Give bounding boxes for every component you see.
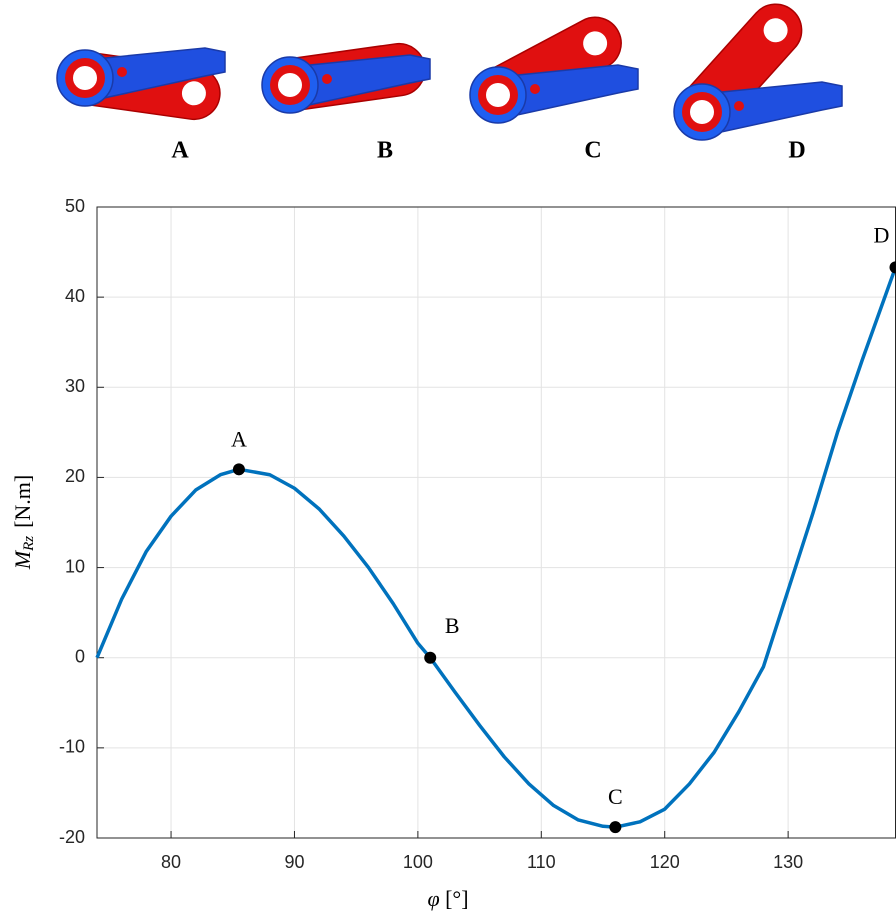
panel-label: A — [171, 138, 189, 164]
point-label: D — [874, 222, 890, 247]
y-tick-label: 40 — [65, 286, 85, 306]
y-tick-label: 0 — [75, 646, 85, 666]
mechanism — [57, 48, 225, 123]
hole — [486, 83, 510, 107]
x-tick-label: 110 — [527, 852, 556, 872]
y-tick-label: -20 — [59, 827, 85, 847]
marker — [233, 463, 245, 475]
hole — [73, 66, 97, 90]
x-axis-label: φ [°] — [427, 886, 468, 911]
illustrations — [57, 0, 842, 140]
y-unit: [N.m] — [10, 475, 35, 528]
pin — [117, 67, 127, 77]
x-tick-label: 80 — [161, 852, 181, 872]
x-tick-label: 130 — [773, 852, 803, 872]
panel-label: C — [584, 138, 601, 164]
hole — [278, 73, 302, 97]
point-label: A — [231, 426, 247, 451]
y-tick-label: 10 — [65, 556, 85, 576]
panel-label: D — [788, 138, 805, 164]
x-tick-label: 100 — [403, 852, 433, 872]
pin — [530, 84, 540, 94]
marker — [609, 821, 621, 833]
panel-label: B — [377, 138, 393, 164]
mechanism — [262, 40, 430, 113]
x-tick-label: 120 — [650, 852, 680, 872]
pin — [734, 101, 744, 111]
mechanism — [470, 8, 638, 123]
pin — [322, 74, 332, 84]
y-tick-label: 50 — [65, 196, 85, 216]
point-label: B — [445, 613, 460, 638]
y-tick-label: 30 — [65, 376, 85, 396]
y-axis-label: MRz [N.m] — [10, 475, 37, 570]
y-subscript: Rz — [21, 536, 37, 552]
y-tick-label: -10 — [59, 737, 85, 757]
y-tick-label: 20 — [65, 466, 85, 486]
x-tick-label: 90 — [284, 852, 304, 872]
point-label: C — [608, 784, 623, 809]
hole — [690, 100, 714, 124]
x-unit: [°] — [445, 886, 468, 911]
mechanism — [674, 0, 842, 140]
x-symbol: φ — [427, 886, 439, 911]
plot-frame — [97, 207, 896, 838]
marker — [890, 261, 896, 273]
marker — [424, 652, 436, 664]
line-series — [97, 267, 896, 827]
y-symbol: M — [10, 549, 35, 570]
